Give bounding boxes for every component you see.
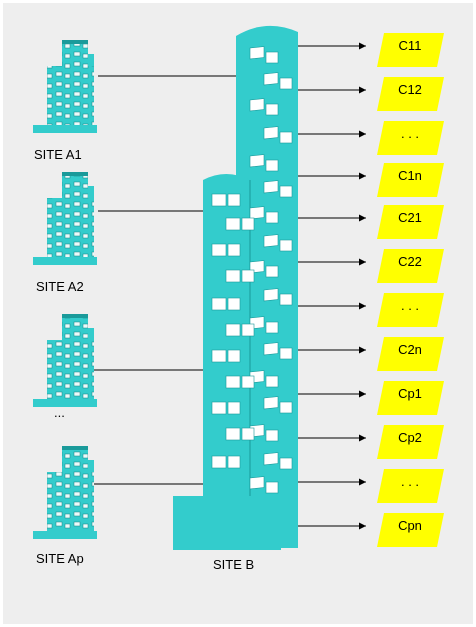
target-label-9: Cp2 (380, 431, 440, 444)
target-label-7: C2n (380, 343, 440, 356)
target-label-0: C11 (380, 39, 440, 52)
target-label-3: C1n (380, 169, 440, 182)
site-a2-label: SITE A2 (36, 280, 84, 293)
target-label-6: . . . (380, 299, 440, 312)
site-b-label: SITE B (213, 558, 254, 571)
sites-ellipsis-label: ... (54, 406, 65, 419)
target-label-2: . . . (380, 127, 440, 140)
target-label-11: Cpn (380, 519, 440, 532)
target-label-5: C22 (380, 255, 440, 268)
target-label-1: C12 (380, 83, 440, 96)
target-label-8: Cp1 (380, 387, 440, 400)
target-label-4: C21 (380, 211, 440, 224)
site-ap-label: SITE Ap (36, 552, 84, 565)
site-a1-label: SITE A1 (34, 148, 82, 161)
target-label-10: . . . (380, 475, 440, 488)
